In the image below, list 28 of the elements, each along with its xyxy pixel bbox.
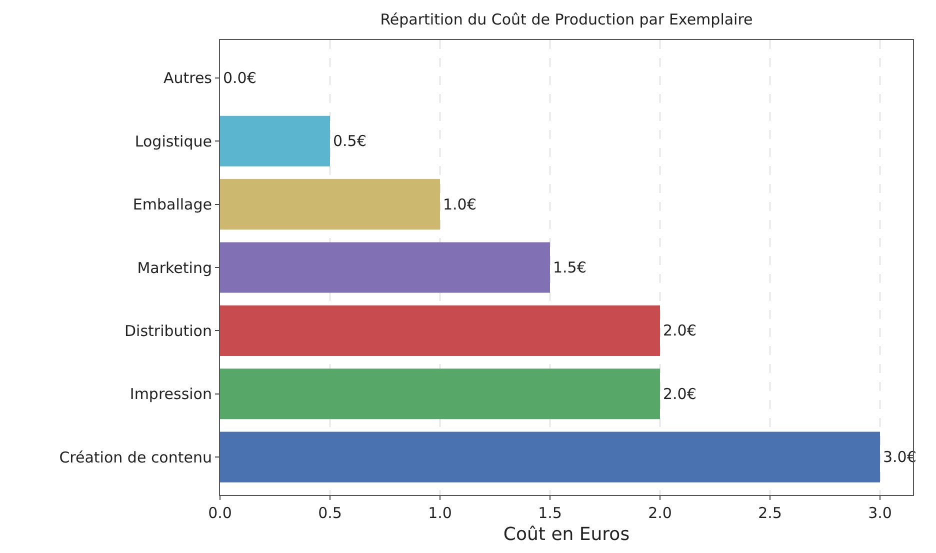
x-tick-label: 2.0 xyxy=(648,504,672,522)
data-label: 1.0€ xyxy=(443,195,476,214)
y-tick-label: Emballage xyxy=(132,196,212,214)
chart-title: Répartition du Coût de Production par Exemplaire xyxy=(380,10,753,29)
y-tick-label: Impression xyxy=(130,385,212,404)
x-axis-title: Coût en Euros xyxy=(503,524,630,546)
x-tick-label: 3.0 xyxy=(868,504,892,522)
x-tick-label: 0.5 xyxy=(318,504,342,522)
bar xyxy=(220,305,660,356)
data-label: 0.5€ xyxy=(333,132,366,150)
y-tick-label: Marketing xyxy=(137,258,212,277)
x-tick-label: 2.5 xyxy=(758,504,782,522)
data-label: 0.0€ xyxy=(223,68,256,87)
data-label: 2.0€ xyxy=(663,384,696,403)
bar xyxy=(220,432,880,482)
y-tick-label: Autres xyxy=(163,69,212,88)
data-label: 2.0€ xyxy=(663,322,696,340)
x-tick-label: 1.0 xyxy=(428,504,452,522)
bar xyxy=(220,116,330,166)
y-tick-label: Création de contenu xyxy=(59,448,212,466)
data-label: 1.5€ xyxy=(553,258,586,276)
bar xyxy=(220,368,660,420)
bar xyxy=(220,242,550,293)
x-tick-label: 0.0 xyxy=(208,504,232,522)
y-tick-label: Logistique xyxy=(134,132,212,150)
y-tick-label: Distribution xyxy=(124,322,212,340)
x-tick-label: 1.5 xyxy=(538,504,562,522)
bar xyxy=(220,179,440,230)
